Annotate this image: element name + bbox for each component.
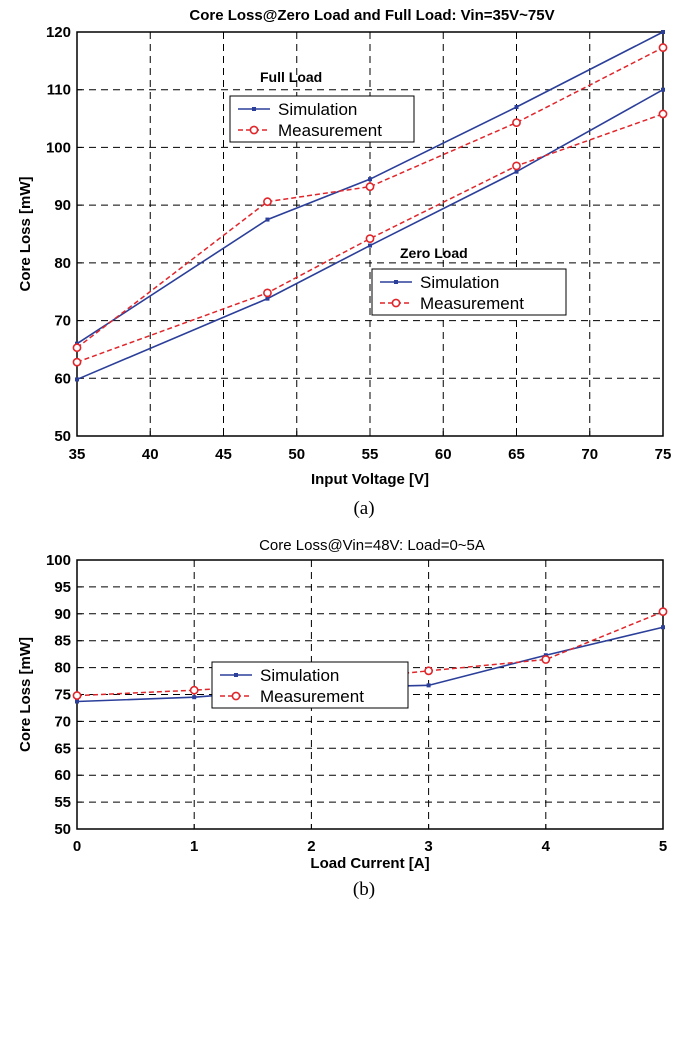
chart-a-title: Core Loss@Zero Load and Full Load: Vin=3… bbox=[189, 7, 554, 24]
chart-a-x-tick-label: 75 bbox=[655, 446, 672, 463]
chart-b-x-tick-label: 0 bbox=[73, 838, 81, 855]
chart-a-zero-measurement-point bbox=[72, 357, 82, 367]
chart-b-x-tick-label: 1 bbox=[190, 838, 198, 855]
chart-b-legend-marker bbox=[231, 691, 241, 701]
chart-a-full-measurement-point bbox=[365, 182, 375, 192]
chart-a-group-full-load bbox=[72, 30, 668, 353]
chart-a-zero-legend-label: Measurement bbox=[420, 294, 524, 313]
chart-b-caption: (b) bbox=[353, 879, 375, 900]
chart-b-legend-box bbox=[211, 661, 409, 709]
chart-b-y-tick-label: 70 bbox=[54, 713, 71, 730]
chart-b-legend-label: Simulation bbox=[260, 666, 339, 685]
chart-b-simulation-point bbox=[661, 625, 665, 630]
chart-a-full-measurement-point bbox=[72, 343, 82, 353]
chart-a-full-simulation-point bbox=[265, 217, 270, 222]
chart-a-x-tick-label: 40 bbox=[142, 446, 159, 463]
chart-b-y-axis-label: Core Loss [mW] bbox=[17, 637, 34, 752]
chart-b-x-tick-label: 2 bbox=[307, 838, 315, 855]
chart-a-full-legend-label: Measurement bbox=[278, 121, 382, 140]
chart-b-simulation-point bbox=[192, 695, 197, 700]
chart-a-full-simulation-point bbox=[661, 30, 665, 34]
chart-a-x-tick-label: 35 bbox=[69, 446, 86, 463]
chart-a-full-measurement-point bbox=[512, 118, 521, 128]
chart-a-zero-simulation-point bbox=[661, 87, 665, 92]
chart-b-x-tick-label: 3 bbox=[424, 838, 432, 855]
chart-a-x-tick-label: 55 bbox=[362, 446, 379, 463]
chart-b-y-tick-label: 95 bbox=[54, 579, 71, 596]
chart-b-y-tick-label: 90 bbox=[54, 606, 71, 623]
chart-a-x-axis-label: Input Voltage [V] bbox=[311, 471, 429, 488]
chart-a-zero-measurement-point bbox=[365, 234, 375, 244]
chart-a-full-legend-box bbox=[229, 95, 415, 143]
chart-a-zero-legend-marker bbox=[391, 298, 401, 308]
chart-a-y-tick-label: 120 bbox=[46, 24, 71, 41]
chart-a-zero-measurement-point bbox=[658, 109, 668, 119]
chart-b-y-tick-label: 50 bbox=[54, 821, 71, 838]
chart-a-full-legend-marker bbox=[252, 107, 256, 111]
chart-a-zero-legend-box bbox=[371, 268, 567, 316]
chart-b-measurement-point bbox=[658, 607, 668, 617]
chart-a-zero-measurement-point bbox=[512, 161, 521, 171]
chart-b-measurement-point bbox=[72, 691, 82, 700]
chart-b-x-tick-label: 4 bbox=[542, 838, 551, 855]
chart-a-x-tick-label: 70 bbox=[581, 446, 598, 463]
chart-a-x-tick-label: 45 bbox=[215, 446, 232, 463]
chart-b-y-tick-label: 65 bbox=[54, 740, 71, 757]
chart-a-x-tick-label: 60 bbox=[435, 446, 452, 463]
chart-b-x-axis-label: Load Current [A] bbox=[310, 855, 429, 872]
chart-b-title: Core Loss@Vin=48V: Load=0~5A bbox=[259, 537, 485, 554]
chart-a-full-simulation-point bbox=[514, 105, 519, 110]
chart-a-y-tick-label: 90 bbox=[54, 197, 71, 214]
chart-a-y-tick-label: 100 bbox=[46, 139, 71, 156]
chart-b-simulation-point bbox=[75, 699, 79, 704]
chart-b-y-tick-label: 60 bbox=[54, 767, 71, 784]
chart-a-zero-legend-label: Simulation bbox=[420, 273, 499, 292]
chart-a-y-tick-label: 80 bbox=[54, 255, 71, 272]
chart-a-y-tick-label: 60 bbox=[54, 370, 71, 387]
chart-a-zero-measurement-point bbox=[263, 288, 272, 298]
chart-b-series-line-measurement bbox=[76, 610, 664, 697]
chart-a-group-zero-load bbox=[72, 87, 668, 382]
chart-b-y-tick-label: 85 bbox=[54, 633, 71, 650]
chart-b-legend-marker bbox=[234, 673, 238, 677]
chart-a-zero-legend-marker bbox=[394, 280, 398, 284]
chart-b-legend-label: Measurement bbox=[260, 687, 364, 706]
chart-a-y-axis-label: Core Loss [mW] bbox=[17, 176, 34, 291]
chart-a-x-tick-label: 50 bbox=[288, 446, 305, 463]
chart-b-y-tick-label: 55 bbox=[54, 794, 71, 811]
chart-a-full-load-label: Full Load bbox=[260, 69, 322, 85]
chart-a-full-legend-label: Simulation bbox=[278, 100, 357, 119]
chart-a-full-simulation-point bbox=[368, 177, 372, 182]
chart-a-zero-simulation-point bbox=[75, 377, 79, 382]
chart-a-x-tick-label: 65 bbox=[508, 446, 525, 463]
chart-a-zero-simulation-point bbox=[265, 296, 270, 301]
chart-b-simulation-point bbox=[426, 683, 431, 688]
chart-a-caption: (a) bbox=[353, 498, 374, 519]
chart-b-measurement-point bbox=[541, 655, 551, 664]
chart-a-zero-simulation-point bbox=[368, 243, 372, 248]
chart-a: 35 40 45 50 55 60 65 70 75 50 60 70 80 90 100 110 120 Cor… bbox=[17, 7, 671, 519]
chart-a-y-tick-label: 70 bbox=[54, 313, 71, 330]
chart-a-zero-load-label: Zero Load bbox=[400, 245, 468, 261]
chart-b-y-tick-label: 75 bbox=[54, 687, 71, 704]
chart-b-y-tick-label: 80 bbox=[54, 660, 71, 677]
chart-b-y-tick-label: 100 bbox=[46, 552, 71, 569]
chart-b-x-tick-label: 5 bbox=[659, 838, 667, 855]
chart-a-full-measurement-point bbox=[658, 43, 668, 52]
chart-a-zero-simulation-point bbox=[514, 169, 519, 174]
chart-b-measurement-point bbox=[189, 685, 199, 695]
chart-a-y-tick-label: 110 bbox=[47, 82, 71, 99]
chart-a-full-measurement-point bbox=[263, 197, 272, 207]
chart-a-full-legend-marker bbox=[249, 125, 259, 135]
chart-a-y-tick-label: 50 bbox=[54, 428, 71, 445]
chart-b-measurement-point bbox=[424, 666, 433, 676]
